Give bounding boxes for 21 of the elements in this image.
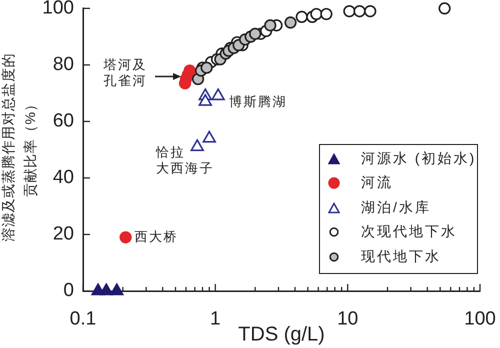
y-tick-label: 0 (63, 280, 74, 302)
annotation: 博斯腾湖 (229, 94, 288, 110)
legend-label: 河流 (361, 174, 393, 192)
x-tick-label: 100 (464, 308, 496, 330)
y-tick-label: 40 (52, 167, 74, 188)
annotation: 塔河及孔雀河 (102, 56, 147, 88)
y-tick-label: 20 (52, 224, 74, 245)
x-tick-label: 0.1 (70, 308, 96, 330)
legend-label: 现代地下水 (361, 248, 441, 266)
y-axis-title: 溶滤及或蒸腾作用对总盐度的贡献比率（%） (0, 51, 38, 244)
annotation: 西大桥 (134, 228, 178, 244)
legend-label: 次现代地下水 (361, 223, 457, 242)
x-tick-label: 10 (337, 308, 358, 330)
x-tick-label: 1 (210, 308, 221, 330)
legend-label: 河源水 (初始水) (361, 150, 476, 168)
annotation: 恰拉大西海子 (155, 144, 214, 176)
y-tick-label: 100 (42, 0, 74, 19)
y-tick-label: 60 (52, 110, 74, 132)
y-tick-label: 80 (52, 54, 74, 76)
x-axis-title: TDS (g/L) (238, 324, 325, 346)
legend-label: 湖泊/水库 (361, 198, 431, 217)
